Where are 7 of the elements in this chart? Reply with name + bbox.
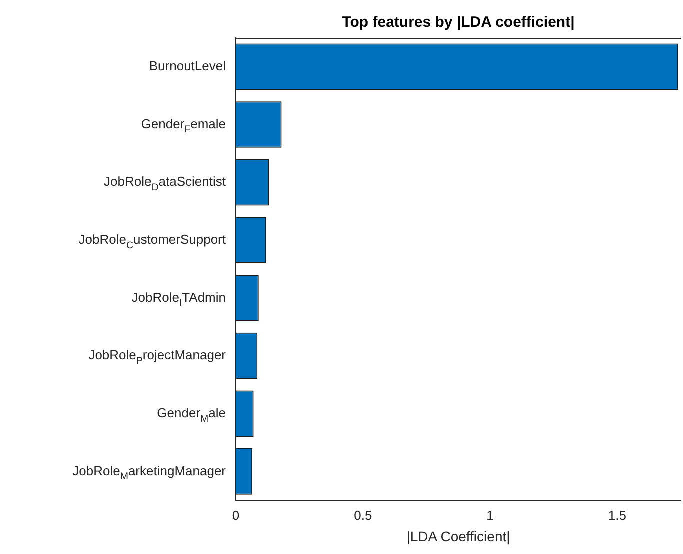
- x-tick-label: 0.5: [354, 508, 372, 523]
- x-tick-label: 0: [232, 508, 240, 523]
- x-tick-label: 1: [486, 508, 494, 523]
- x-tick-label: 1.5: [608, 508, 626, 523]
- x-axis-title: |LDA Coefficient|: [406, 528, 510, 544]
- chart-title: Top features by |LDA coefficient|: [342, 14, 575, 32]
- y-tick-label: BurnoutLevel: [149, 58, 226, 74]
